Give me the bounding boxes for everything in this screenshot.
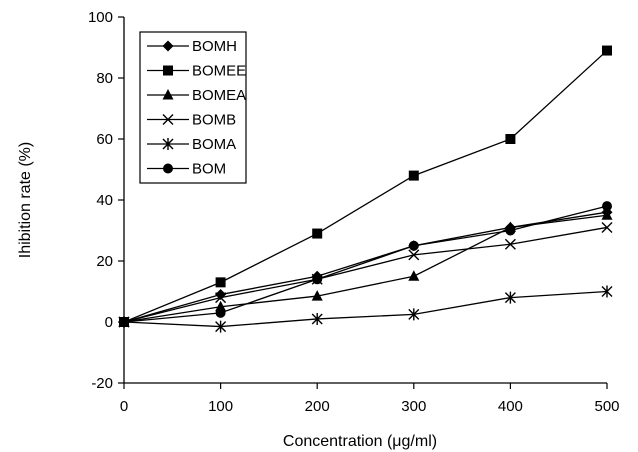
x-tick-label: 500 xyxy=(594,398,619,415)
legend-marker xyxy=(162,114,174,125)
data-point xyxy=(601,209,613,220)
data-point xyxy=(408,249,420,261)
series-line xyxy=(123,214,608,323)
data-point xyxy=(311,312,323,325)
data-point xyxy=(504,291,516,304)
legend-marker xyxy=(163,65,173,76)
data-point xyxy=(408,308,420,321)
legend-label: BOMA xyxy=(192,136,236,153)
y-tick-label: 80 xyxy=(96,70,113,87)
data-point xyxy=(408,170,419,181)
data-point xyxy=(601,221,613,233)
y-tick-label: -20 xyxy=(91,375,113,392)
y-tick-label: 100 xyxy=(88,9,113,26)
y-tick-label: 0 xyxy=(105,314,113,331)
legend-item-bomee: BOMEE xyxy=(147,63,246,80)
legend-label: BOMEA xyxy=(192,87,246,104)
legend-marker xyxy=(162,40,174,52)
legend-label: BOM xyxy=(192,161,226,178)
y-tick-label: 60 xyxy=(96,131,113,148)
x-tick-label: 200 xyxy=(305,398,330,415)
series-bom xyxy=(119,201,612,327)
data-point xyxy=(601,285,613,298)
legend-frame xyxy=(139,31,247,184)
data-point xyxy=(311,290,323,301)
legend-marker xyxy=(163,163,173,174)
series-line xyxy=(123,290,608,328)
legend-item-bomea: BOMEA xyxy=(147,87,246,104)
data-point xyxy=(312,274,323,285)
series-bomea xyxy=(118,209,613,327)
x-tick-label: 100 xyxy=(208,398,233,415)
x-tick-label: 300 xyxy=(401,398,426,415)
data-point xyxy=(602,201,612,212)
y-ticks: -20 0 20 40 60 80 100 xyxy=(88,9,124,392)
data-point xyxy=(505,225,516,236)
legend-label: BOMH xyxy=(192,38,237,55)
series-line xyxy=(123,226,608,323)
legend-items: BOMH BOMEE BOMEA BOMB BOMA BOM xyxy=(147,38,246,178)
legend-marker xyxy=(162,89,174,100)
data-point xyxy=(408,270,420,281)
legend-item-boma: BOMA xyxy=(147,136,236,153)
y-tick-label: 40 xyxy=(96,192,113,209)
series-boma xyxy=(118,285,613,333)
series-layer xyxy=(118,45,613,333)
legend-item-bom: BOM xyxy=(147,161,226,178)
data-point xyxy=(408,240,419,251)
data-point xyxy=(215,277,226,288)
x-ticks: 0 100 200 300 400 500 xyxy=(120,383,620,415)
legend-label: BOMB xyxy=(192,112,236,129)
series-line xyxy=(123,205,608,323)
legend-label: BOMEE xyxy=(192,63,246,80)
x-tick-label: 0 xyxy=(120,398,128,415)
data-point xyxy=(505,134,516,144)
legend-item-bomb: BOMB xyxy=(147,112,236,129)
data-point xyxy=(215,292,227,304)
legend: BOMH BOMEE BOMEA BOMB BOMA BOM xyxy=(139,31,247,184)
x-tick-label: 400 xyxy=(498,398,523,415)
data-point xyxy=(215,300,227,312)
data-point xyxy=(504,238,516,250)
data-point xyxy=(215,307,226,318)
y-axis-title: Ihibition rate (%) xyxy=(17,142,34,259)
y-tick-label: 20 xyxy=(96,253,113,270)
series-line xyxy=(123,50,608,323)
x-axis-title: Concentration (μg/ml) xyxy=(283,433,437,450)
data-point xyxy=(215,320,227,333)
legend-item-bomh: BOMH xyxy=(147,38,237,55)
data-point xyxy=(602,45,612,56)
data-point xyxy=(312,228,323,239)
legend-marker xyxy=(162,138,174,150)
data-point xyxy=(119,317,129,327)
